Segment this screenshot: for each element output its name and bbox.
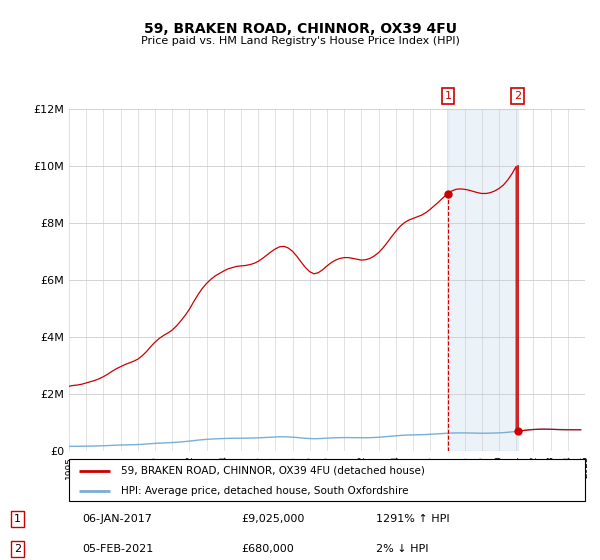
Text: 05-FEB-2021: 05-FEB-2021: [82, 544, 154, 554]
Text: HPI: Average price, detached house, South Oxfordshire: HPI: Average price, detached house, Sout…: [121, 486, 408, 496]
Text: £680,000: £680,000: [241, 544, 294, 554]
Text: 59, BRAKEN ROAD, CHINNOR, OX39 4FU (detached house): 59, BRAKEN ROAD, CHINNOR, OX39 4FU (deta…: [121, 466, 424, 476]
Text: £9,025,000: £9,025,000: [241, 514, 305, 524]
Text: 2: 2: [514, 91, 521, 101]
Text: 06-JAN-2017: 06-JAN-2017: [82, 514, 152, 524]
Bar: [448, 109, 518, 451]
Text: 1291% ↑ HPI: 1291% ↑ HPI: [376, 514, 450, 524]
Text: 59, BRAKEN ROAD, CHINNOR, OX39 4FU: 59, BRAKEN ROAD, CHINNOR, OX39 4FU: [143, 22, 457, 36]
Text: Price paid vs. HM Land Registry's House Price Index (HPI): Price paid vs. HM Land Registry's House …: [140, 36, 460, 46]
Text: 2% ↓ HPI: 2% ↓ HPI: [376, 544, 429, 554]
Text: 2: 2: [14, 544, 22, 554]
Text: 1: 1: [445, 91, 452, 101]
Text: 1: 1: [14, 514, 21, 524]
